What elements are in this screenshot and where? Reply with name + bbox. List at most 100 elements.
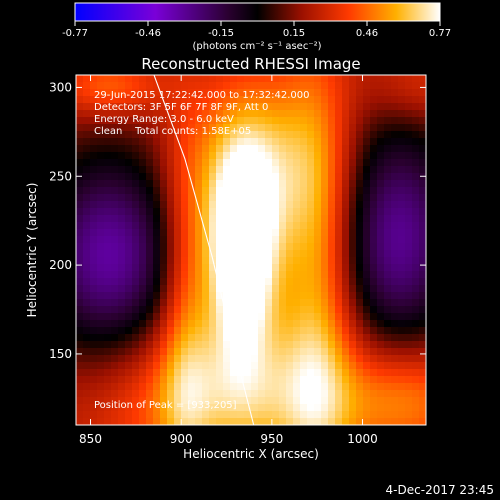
heatmap-cell (104, 292, 112, 300)
heatmap-cell (216, 215, 224, 223)
heatmap-cell (293, 355, 301, 363)
heatmap-cell (405, 96, 413, 104)
heatmap-cell (321, 103, 329, 111)
heatmap-cell (146, 82, 154, 90)
heatmap-cell (349, 299, 357, 307)
heatmap-cell (83, 124, 91, 132)
heatmap-cell (76, 166, 84, 174)
heatmap-cell (307, 313, 315, 321)
heatmap-cell (328, 250, 336, 258)
heatmap-cell (279, 236, 287, 244)
heatmap-cell (251, 376, 259, 384)
heatmap-cell (230, 278, 238, 286)
heatmap-cell (328, 222, 336, 230)
heatmap-cell (398, 82, 406, 90)
heatmap-cell (398, 362, 406, 370)
heatmap-cell (244, 229, 252, 237)
annotation-counts: Clean Total counts: 1.58E+05 (94, 126, 251, 137)
heatmap-cell (356, 327, 364, 335)
heatmap-cell (307, 285, 315, 293)
heatmap-cell (111, 369, 119, 377)
heatmap-cell (97, 166, 105, 174)
heatmap-cell (139, 334, 147, 342)
heatmap-cell (377, 285, 385, 293)
heatmap-cell (412, 327, 420, 335)
heatmap-cell (209, 96, 217, 104)
heatmap-cell (335, 208, 343, 216)
heatmap-cell (412, 243, 420, 251)
heatmap-cell (146, 75, 154, 83)
heatmap-cell (272, 229, 280, 237)
heatmap-cell (223, 187, 231, 195)
heatmap-cell (258, 306, 266, 314)
heatmap-cell (412, 89, 420, 97)
heatmap-cell (125, 313, 133, 321)
heatmap-cell (76, 397, 84, 405)
heatmap-cell (230, 362, 238, 370)
heatmap-cell (76, 180, 84, 188)
heatmap-cell (300, 82, 308, 90)
heatmap-cell (307, 278, 315, 286)
heatmap-cell (153, 117, 161, 125)
heatmap-cell (300, 264, 308, 272)
heatmap-cell (153, 194, 161, 202)
heatmap-cell (90, 145, 98, 153)
heatmap-cell (279, 306, 287, 314)
heatmap-cell (160, 355, 168, 363)
heatmap-cell (167, 145, 175, 153)
heatmap-cell (363, 243, 371, 251)
heatmap-cell (132, 250, 140, 258)
heatmap-cell (300, 208, 308, 216)
heatmap-cell (251, 348, 259, 356)
heatmap-cell (97, 117, 105, 125)
heatmap-cell (132, 180, 140, 188)
heatmap-cell (202, 355, 210, 363)
heatmap-cell (237, 222, 245, 230)
heatmap-cell (286, 173, 294, 181)
heatmap-cell (377, 418, 385, 425)
heatmap-cell (377, 145, 385, 153)
heatmap-cell (104, 110, 112, 118)
heatmap-cell (398, 131, 406, 139)
heatmap-cell (237, 236, 245, 244)
heatmap-cell (153, 180, 161, 188)
heatmap-cell (377, 250, 385, 258)
heatmap-cell (174, 138, 182, 146)
heatmap-cell (370, 397, 378, 405)
heatmap-cell (279, 369, 287, 377)
heatmap-cell (188, 229, 196, 237)
heatmap-cell (398, 390, 406, 398)
heatmap-cell (160, 131, 168, 139)
heatmap-cell (153, 320, 161, 328)
heatmap-cell (321, 418, 329, 425)
heatmap-cell (167, 187, 175, 195)
heatmap-cell (146, 222, 154, 230)
heatmap-cell (405, 110, 413, 118)
heatmap-cell (279, 89, 287, 97)
heatmap-cell (195, 327, 203, 335)
heatmap-cell (125, 173, 133, 181)
heatmap-cell (321, 355, 329, 363)
heatmap-cell (111, 103, 119, 111)
heatmap-cell (153, 89, 161, 97)
heatmap-cell (230, 124, 238, 132)
heatmap-cell (300, 362, 308, 370)
heatmap-cell (244, 180, 252, 188)
heatmap-cell (118, 89, 126, 97)
heatmap-cell (104, 145, 112, 153)
heatmap-cell (139, 257, 147, 265)
heatmap-cell (377, 110, 385, 118)
heatmap-cell (188, 390, 196, 398)
heatmap-cell (181, 124, 189, 132)
heatmap-cell (265, 236, 273, 244)
heatmap-cell (174, 418, 182, 425)
heatmap-cell (419, 145, 426, 153)
heatmap-cell (202, 327, 210, 335)
heatmap-cell (412, 390, 420, 398)
heatmap-cell (300, 117, 308, 125)
heatmap-cell (279, 152, 287, 160)
heatmap-cell (230, 103, 238, 111)
heatmap-cell (146, 236, 154, 244)
heatmap-cell (314, 117, 322, 125)
heatmap-cell (139, 278, 147, 286)
